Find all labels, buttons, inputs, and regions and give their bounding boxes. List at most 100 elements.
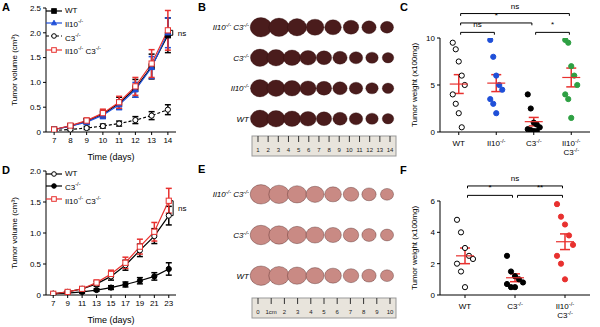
svg-text:Il10-/-: Il10-/-: [562, 137, 581, 148]
svg-text:0: 0: [431, 291, 436, 300]
svg-text:10: 10: [98, 136, 107, 145]
svg-text:9: 9: [65, 299, 70, 308]
svg-text:Tumor weight (x100mg): Tumor weight (x100mg): [410, 43, 419, 128]
svg-text:Tumor weight (x100mg): Tumor weight (x100mg): [410, 206, 419, 291]
svg-text:3: 3: [277, 147, 281, 153]
svg-text:2: 2: [266, 147, 270, 153]
svg-text:ns: ns: [473, 20, 481, 29]
html-text:C3-/-: C3-/-: [65, 31, 81, 43]
svg-text:Time (days): Time (days): [87, 315, 134, 325]
svg-text:C3-/-: C3-/-: [233, 230, 249, 240]
svg-text:0: 0: [256, 309, 260, 315]
html-text:C3-/-: C3-/-: [65, 181, 81, 192]
html-text:Il10-/-C3-/-: Il10-/-C3-/-: [65, 45, 101, 56]
svg-text:2.5: 2.5: [30, 4, 42, 13]
svg-text:12: 12: [131, 136, 140, 145]
svg-text:10: 10: [387, 309, 394, 315]
svg-text:13: 13: [147, 136, 156, 145]
svg-text:C3-/-: C3-/-: [557, 310, 573, 320]
svg-text:7: 7: [317, 147, 321, 153]
svg-text:11: 11: [78, 299, 87, 308]
svg-text:23: 23: [164, 299, 173, 308]
svg-text:1.5: 1.5: [30, 53, 42, 62]
svg-text:9: 9: [84, 136, 89, 145]
svg-text:8: 8: [327, 147, 331, 153]
svg-text:7: 7: [52, 136, 57, 145]
svg-text:Time (days): Time (days): [87, 152, 134, 162]
svg-text:WT: WT: [237, 272, 251, 281]
svg-text:1.5: 1.5: [30, 198, 42, 207]
svg-text:4: 4: [309, 309, 313, 315]
svg-text:4: 4: [287, 147, 291, 153]
svg-text:12: 12: [366, 147, 373, 153]
html-text:WT: WT: [65, 169, 78, 178]
svg-text:Tumor volume (cm³): Tumor volume (cm³): [10, 34, 19, 106]
svg-text:Il10-/-: Il10-/-: [555, 300, 575, 311]
svg-text:5: 5: [322, 309, 326, 315]
svg-text:ns: ns: [178, 204, 186, 213]
svg-text:ns: ns: [511, 2, 519, 11]
svg-text:ns: ns: [178, 29, 186, 38]
html-text:C: C: [400, 1, 408, 13]
svg-text:1.0: 1.0: [30, 78, 42, 87]
html-text:Il10-/-C3-/-: Il10-/-C3-/-: [65, 194, 101, 206]
html-text:A: A: [2, 1, 10, 13]
svg-text:5: 5: [297, 147, 301, 153]
svg-text:13: 13: [377, 147, 384, 153]
svg-text:*: *: [495, 11, 498, 20]
html-text:Il10-/-: Il10-/-: [65, 18, 84, 29]
svg-text:7: 7: [349, 309, 353, 315]
svg-text:C3-/-: C3-/-: [526, 138, 542, 148]
svg-text:1.0: 1.0: [30, 229, 42, 238]
svg-text:C3-/-: C3-/-: [563, 147, 579, 157]
svg-text:14: 14: [163, 136, 172, 145]
svg-text:**: **: [537, 183, 543, 192]
svg-text:6: 6: [307, 147, 311, 153]
svg-text:3: 3: [296, 309, 300, 315]
svg-text:21: 21: [150, 299, 159, 308]
svg-text:0: 0: [431, 128, 436, 137]
svg-text:0.5: 0.5: [30, 103, 42, 112]
svg-text:17: 17: [121, 299, 130, 308]
svg-text:Il10-/- C3-/-: Il10-/- C3-/-: [213, 189, 249, 199]
svg-text:WT: WT: [459, 302, 472, 311]
svg-text:C3-/-: C3-/-: [507, 301, 523, 311]
svg-text:2.0: 2.0: [30, 29, 42, 38]
svg-text:15: 15: [107, 299, 116, 308]
svg-text:6: 6: [431, 197, 436, 206]
svg-text:C3-/-: C3-/-: [233, 53, 249, 63]
svg-text:8: 8: [362, 309, 366, 315]
svg-text:7: 7: [51, 299, 56, 308]
svg-text:11: 11: [356, 147, 363, 153]
svg-text:13: 13: [92, 299, 101, 308]
svg-text:4: 4: [431, 228, 436, 237]
svg-text:WT: WT: [453, 139, 466, 148]
svg-text:2: 2: [431, 260, 436, 269]
svg-text:0: 0: [37, 128, 42, 137]
svg-text:ns: ns: [511, 174, 519, 183]
svg-text:1: 1: [256, 147, 260, 153]
svg-text:6: 6: [336, 309, 340, 315]
svg-text:0: 0: [37, 291, 42, 300]
svg-text:5: 5: [431, 81, 436, 90]
svg-text:Il10-/-: Il10-/-: [487, 138, 505, 148]
svg-text:2.0: 2.0: [30, 167, 42, 176]
svg-text:Il10-/-: Il10-/-: [231, 83, 249, 93]
html-text:WT: WT: [65, 6, 78, 15]
svg-text:1cm: 1cm: [266, 309, 277, 315]
svg-text:*: *: [488, 183, 491, 192]
svg-text:9: 9: [375, 309, 379, 315]
svg-text:9: 9: [338, 147, 342, 153]
svg-text:2: 2: [283, 309, 287, 315]
svg-text:14: 14: [387, 147, 394, 153]
svg-text:*: *: [551, 20, 554, 29]
svg-text:10: 10: [426, 34, 435, 43]
svg-text:Il10-/- C3-/-: Il10-/- C3-/-: [213, 22, 249, 32]
svg-text:19: 19: [135, 299, 144, 308]
svg-text:0.5: 0.5: [30, 260, 42, 269]
svg-text:10: 10: [346, 147, 353, 153]
svg-text:WT: WT: [237, 115, 251, 124]
svg-text:8: 8: [68, 136, 73, 145]
svg-text:11: 11: [115, 136, 124, 145]
svg-text:Tumor volume (cm³): Tumor volume (cm³): [10, 197, 19, 269]
